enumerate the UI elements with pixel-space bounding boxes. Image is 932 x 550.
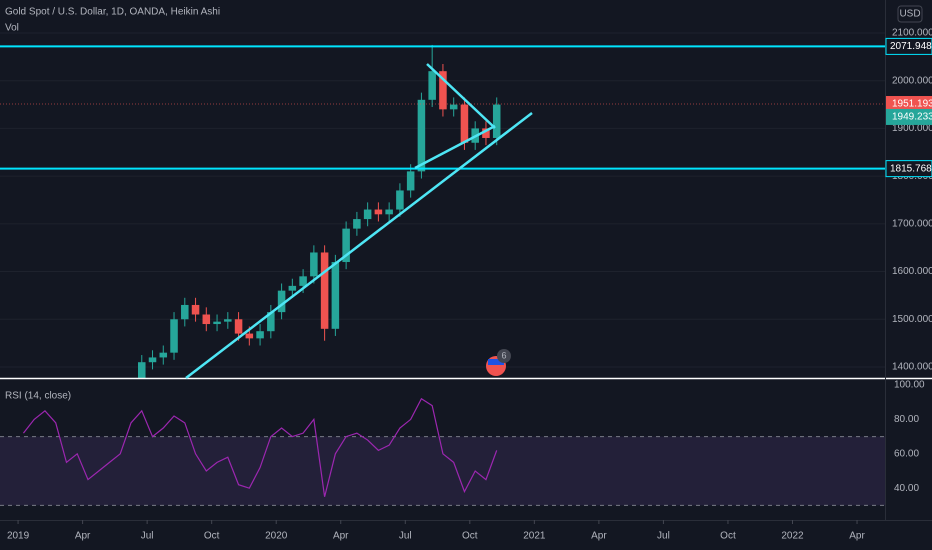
candle-body <box>181 304 189 320</box>
price-tag <box>886 96 932 113</box>
candle-body <box>406 171 415 191</box>
trend-lines <box>185 63 533 379</box>
price-level-tag <box>885 160 932 178</box>
y-tick-label: 1500.000 <box>892 314 932 325</box>
candle-body <box>224 319 232 322</box>
candle-body <box>267 312 275 332</box>
candle-body <box>428 71 436 100</box>
x-tick-label: Oct <box>462 531 478 542</box>
price-level-label: 2071.948 <box>890 41 932 52</box>
y-tick-label: 1400.000 <box>892 362 932 373</box>
x-tick-label: 2020 <box>265 531 288 542</box>
candle-body <box>277 290 286 313</box>
volume-label: Vol <box>5 23 19 34</box>
x-tick-label: Jul <box>141 531 154 542</box>
candle-body <box>439 71 447 110</box>
price-pane <box>0 32 885 378</box>
price-level-label: 1815.768 <box>890 163 932 174</box>
y-tick-label: 1700.000 <box>892 218 932 229</box>
event-count[interactable]: 6 <box>501 350 506 360</box>
y-tick-label: 60.00 <box>894 448 919 459</box>
candle-body <box>170 319 178 353</box>
x-tick-label: Oct <box>720 531 736 542</box>
candle-body <box>148 357 157 363</box>
price-tag <box>886 108 932 125</box>
trend-line <box>414 124 496 170</box>
price-level-tag <box>885 37 932 55</box>
y-tick-label: 1600.000 <box>892 266 932 277</box>
currency-box[interactable] <box>897 5 923 23</box>
candle-body <box>191 304 200 315</box>
candle-body <box>460 104 469 143</box>
candle-body <box>417 99 426 172</box>
candle-body <box>396 190 404 210</box>
x-tick-label: 2019 <box>7 531 30 542</box>
x-tick-label: Apr <box>75 531 91 542</box>
candle-body <box>449 104 458 110</box>
candle-body <box>288 285 297 291</box>
y-tick-label: 40.00 <box>894 483 919 494</box>
event-badge[interactable] <box>497 349 511 363</box>
candle-body <box>310 252 318 277</box>
rsi-band <box>0 436 885 506</box>
trend-line <box>185 112 533 379</box>
candle-body <box>299 276 307 286</box>
price-label: 1949.233 <box>892 112 932 123</box>
x-tick-label: Jul <box>657 531 670 542</box>
rsi-line <box>22 397 498 497</box>
candle-body <box>202 314 211 325</box>
candle-body <box>482 128 490 138</box>
candle-body <box>245 333 254 339</box>
x-tick-label: 2021 <box>523 531 546 542</box>
candle-body <box>213 321 221 325</box>
chart-title: Gold Spot / U.S. Dollar, 1D, OANDA, Heik… <box>5 7 220 18</box>
y-tick-label: 2000.000 <box>892 75 932 86</box>
event-flag[interactable] <box>488 359 504 365</box>
candle-body <box>374 209 383 215</box>
x-tick-label: Apr <box>333 531 349 542</box>
x-tick-label: 2022 <box>781 531 804 542</box>
trend-line <box>426 63 496 129</box>
candle-body <box>137 362 146 378</box>
price-label: 1951.193 <box>892 99 932 110</box>
candle-body <box>385 209 393 215</box>
x-tick-label: Jul <box>399 531 412 542</box>
candle-body <box>331 262 340 329</box>
candle-body <box>353 219 361 229</box>
x-tick-label: Apr <box>591 531 607 542</box>
y-tick-label: 100.00 <box>894 380 925 391</box>
candle-body <box>256 331 264 339</box>
candle-body <box>342 228 350 263</box>
y-tick-label: 1900.000 <box>892 123 932 134</box>
candle-body <box>320 252 329 329</box>
candle-body <box>492 104 501 138</box>
x-tick-label: Apr <box>849 531 865 542</box>
y-tick-label: 80.00 <box>894 414 919 425</box>
candle-body <box>234 319 243 334</box>
rsi-pane <box>0 397 885 506</box>
candle-body <box>159 352 168 358</box>
x-tick-label: Oct <box>204 531 220 542</box>
currency[interactable]: USD <box>899 9 920 20</box>
rsi-title: RSI (14, close) <box>5 391 71 402</box>
candle-body <box>363 209 372 220</box>
y-tick-label: 2100.000 <box>892 28 932 39</box>
